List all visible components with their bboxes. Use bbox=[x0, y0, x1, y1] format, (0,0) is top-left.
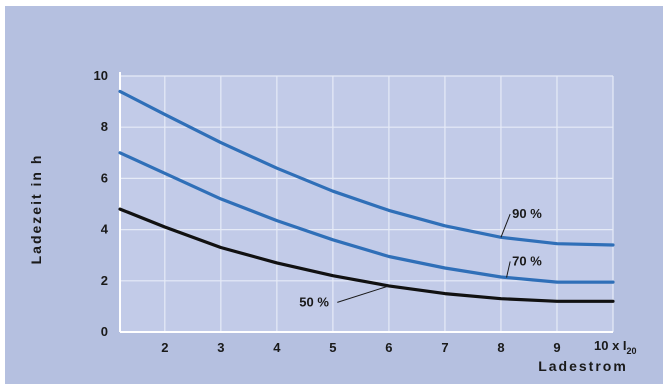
x-tick-label: 9 bbox=[553, 340, 560, 355]
series-line-90-pct bbox=[118, 89, 615, 247]
x-unit-prefix: 10 x I bbox=[594, 338, 627, 353]
x-tick-label: 5 bbox=[329, 340, 336, 355]
curve-label-leader bbox=[500, 213, 511, 238]
y-tick-label: 4 bbox=[101, 222, 109, 237]
curve-label-leader bbox=[337, 285, 390, 303]
curve-label-50-pct: 50 % bbox=[299, 294, 329, 309]
x-tick-label: 4 bbox=[273, 340, 281, 355]
x-tick-label: 6 bbox=[385, 340, 392, 355]
axes bbox=[119, 72, 613, 333]
x-unit-subscript: 20 bbox=[627, 346, 637, 356]
x-tick-label: 2 bbox=[161, 340, 168, 355]
line-chart: 0 2 4 6 8 10 2 3 4 5 6 7 8 9 90 % 70 % 50 % Ladezeit in… bbox=[5, 6, 663, 384]
x-tick-label: 3 bbox=[217, 340, 224, 355]
series-line-50-pct bbox=[118, 207, 615, 303]
curve-label-70-pct: 70 % bbox=[512, 253, 542, 268]
y-tick-label: 0 bbox=[101, 324, 108, 339]
chart-figure: 0 2 4 6 8 10 2 3 4 5 6 7 8 9 90 % 70 % 50 % Ladezeit in… bbox=[5, 6, 663, 384]
y-tick-label: 8 bbox=[101, 119, 108, 134]
y-axis-title: Ladezeit in h bbox=[28, 154, 44, 265]
y-tick-label: 6 bbox=[101, 170, 108, 185]
x-tick-label: 8 bbox=[497, 340, 504, 355]
y-tick-label: 10 bbox=[94, 68, 108, 83]
x-tick-label: 7 bbox=[441, 340, 448, 355]
grid-lines bbox=[120, 75, 614, 332]
series-group bbox=[118, 89, 615, 303]
curve-label-90-pct: 90 % bbox=[512, 206, 542, 221]
series-line-70-pct bbox=[118, 151, 615, 284]
y-tick-label: 2 bbox=[101, 273, 108, 288]
tick-labels: 0 2 4 6 8 10 2 3 4 5 6 7 8 9 bbox=[94, 68, 561, 355]
x-axis-unit-label: 10 x I20 bbox=[594, 338, 637, 356]
x-axis-title: Ladestrom bbox=[538, 358, 628, 374]
curve-label-leader bbox=[506, 261, 511, 278]
curve-labels: 90 % 70 % 50 % bbox=[299, 206, 542, 309]
